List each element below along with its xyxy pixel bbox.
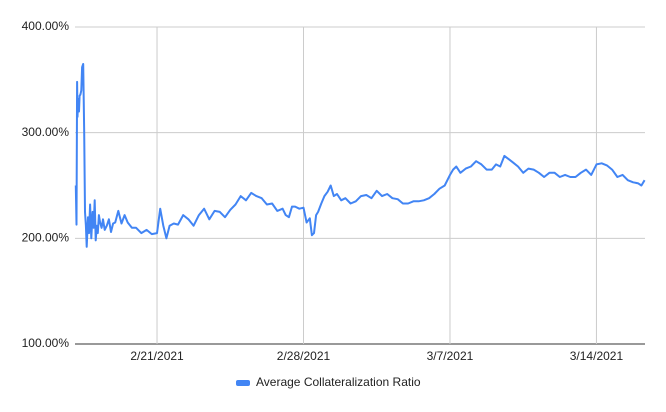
data-line bbox=[74, 63, 646, 248]
x-tick-label: 2/21/2021 bbox=[130, 349, 184, 363]
legend-label: Average Collateralization Ratio bbox=[256, 375, 421, 389]
y-tick-label: 200.00% bbox=[22, 231, 70, 245]
x-tick-label: 2/28/2021 bbox=[277, 349, 331, 363]
y-tick-label: 100.00% bbox=[22, 336, 70, 350]
x-tick-label: 3/14/2021 bbox=[570, 349, 624, 363]
legend-swatch bbox=[236, 380, 250, 386]
y-tick-label: 400.00% bbox=[22, 19, 70, 33]
y-tick-label: 300.00% bbox=[22, 125, 70, 139]
x-tick-label: 3/7/2021 bbox=[427, 349, 474, 363]
